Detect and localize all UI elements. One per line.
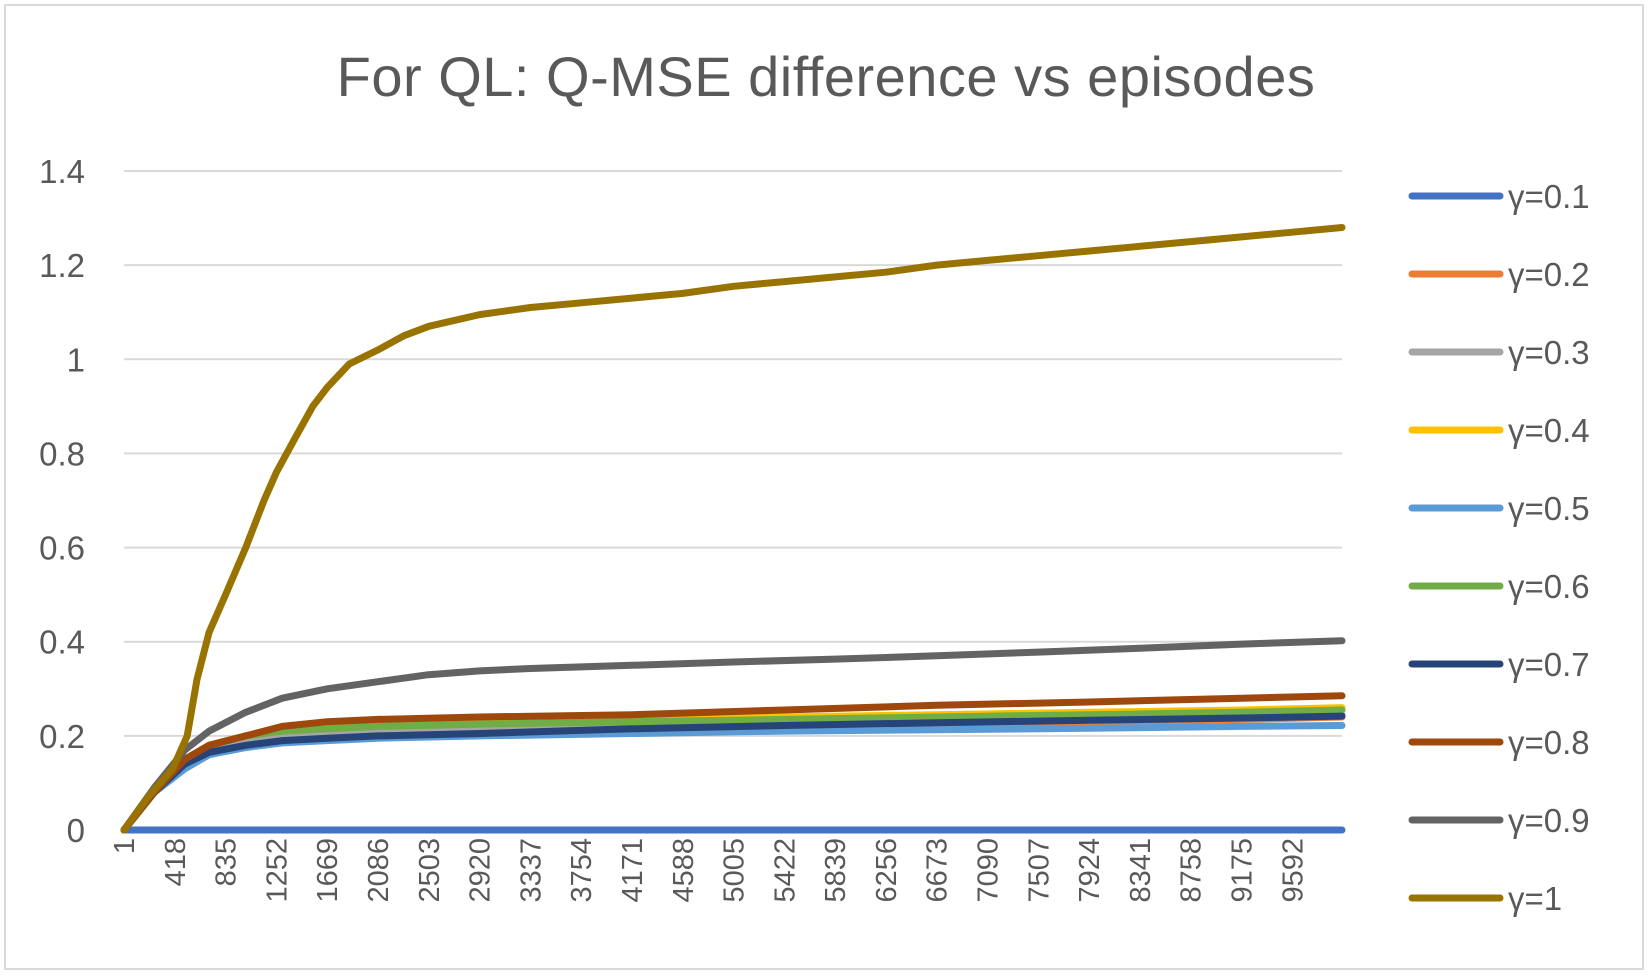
- y-tick-label: 0: [67, 812, 85, 849]
- x-tick-label: 835: [211, 838, 243, 886]
- x-axis: 1 418 835 1252 1669 2086 2503 2920 3337 3754 4171 4…: [109, 838, 1309, 903]
- legend-label: γ=0.4: [1508, 412, 1590, 449]
- x-tick-label: 2086: [363, 838, 395, 903]
- x-tick-label: 418: [160, 838, 192, 886]
- chart-frame: For QL: Q-MSE difference vs episodes: [4, 4, 1644, 970]
- y-tick-label: 1: [67, 341, 85, 378]
- series-line: [120, 712, 1346, 834]
- y-tick-label: 0.2: [39, 718, 85, 755]
- legend: γ=0.1 γ=0.2 γ=0.3 γ=0.4 γ=0.5 γ=0.6 γ=0.7 γ=0.8…: [1408, 178, 1590, 917]
- x-tick-label: 5005: [719, 838, 751, 903]
- chart-title: For QL: Q-MSE difference vs episodes: [336, 45, 1316, 108]
- y-tick-label: 0.4: [39, 624, 85, 661]
- legend-label: γ=0.5: [1508, 490, 1590, 527]
- x-tick-label: 2920: [465, 838, 497, 903]
- y-tick-label: 1.2: [39, 247, 85, 284]
- legend-label: γ=1: [1508, 880, 1562, 917]
- x-tick-label: 4171: [617, 838, 649, 903]
- x-tick-label: 6673: [922, 838, 954, 903]
- legend-label: γ=0.9: [1508, 802, 1590, 839]
- x-tick-label: 1252: [261, 838, 293, 903]
- x-tick-label: 3337: [515, 838, 547, 903]
- x-tick-label: 3754: [566, 838, 598, 903]
- x-tick-label: 9592: [1277, 838, 1309, 903]
- legend-label: γ=0.1: [1508, 178, 1590, 215]
- x-tick-label: 9175: [1227, 838, 1259, 903]
- x-tick-label: 1669: [312, 838, 344, 903]
- y-tick-label: 0.8: [39, 435, 85, 472]
- series-line: [120, 224, 1346, 834]
- series-line: [120, 692, 1346, 834]
- x-tick-label: 5839: [820, 838, 852, 903]
- legend-label: γ=0.6: [1508, 568, 1590, 605]
- y-tick-label: 1.4: [39, 153, 85, 190]
- x-tick-label: 4588: [668, 838, 700, 903]
- x-tick-label: 5422: [769, 838, 801, 903]
- x-tick-label: 6256: [871, 838, 903, 903]
- y-tick-label: 0.6: [39, 530, 85, 567]
- x-tick-label: 2503: [414, 838, 446, 903]
- x-tick-label: 7924: [1074, 838, 1106, 903]
- legend-label: γ=0.3: [1508, 334, 1590, 371]
- series-line: [120, 637, 1346, 834]
- x-tick-label: 7090: [973, 838, 1005, 903]
- y-axis: 0 0.2 0.4 0.6 0.8 1 1.2 1.4: [39, 153, 85, 849]
- legend-label: γ=0.7: [1508, 646, 1590, 683]
- legend-label: γ=0.8: [1508, 724, 1590, 761]
- x-tick-label: 1: [109, 838, 141, 854]
- x-tick-label: 8341: [1125, 838, 1157, 903]
- x-tick-label: 7507: [1023, 838, 1055, 903]
- series-lines: [120, 224, 1346, 834]
- x-tick-label: 8758: [1176, 838, 1208, 903]
- legend-label: γ=0.2: [1508, 256, 1590, 293]
